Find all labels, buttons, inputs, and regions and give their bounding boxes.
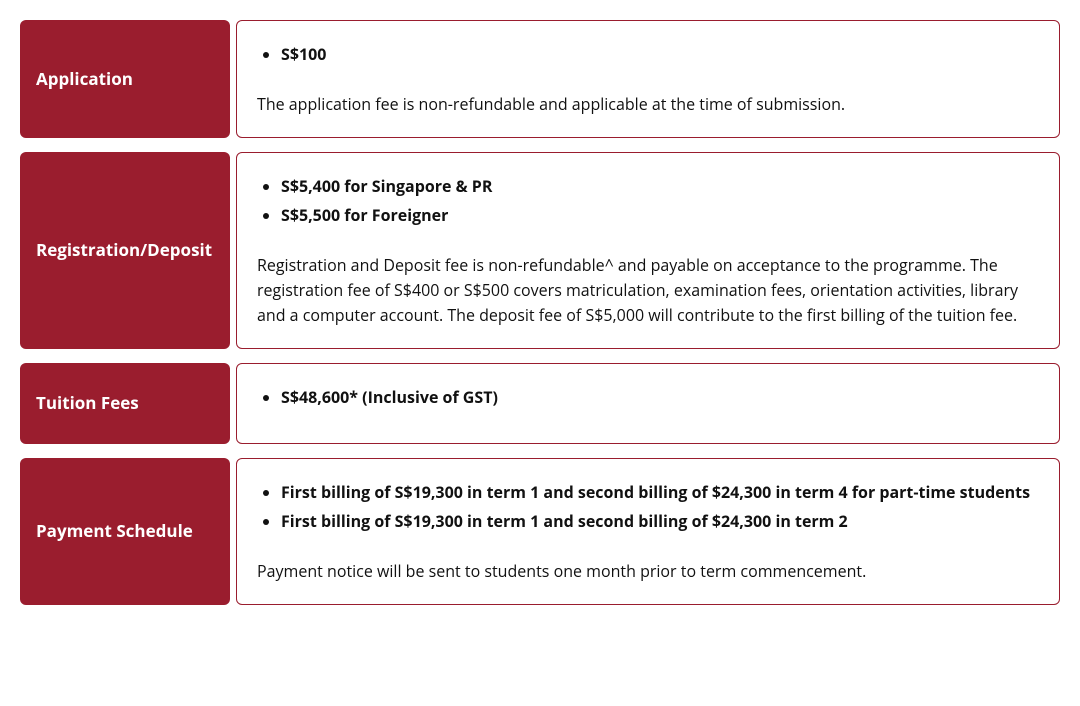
row-description: Payment notice will be sent to students … xyxy=(257,559,1039,584)
bullet-item: First billing of S$19,300 in term 1 and … xyxy=(281,481,1039,504)
table-row: Tuition Fees S$48,600* (Inclusive of GST… xyxy=(20,363,1060,444)
bullet-item: S$100 xyxy=(281,43,1039,66)
bullet-item: S$48,600* (Inclusive of GST) xyxy=(281,386,1039,409)
bullet-list: S$48,600* (Inclusive of GST) xyxy=(257,386,1039,409)
table-row: Registration/Deposit S$5,400 for Singapo… xyxy=(20,152,1060,349)
row-label: Tuition Fees xyxy=(20,363,230,444)
bullet-list: S$100 xyxy=(257,43,1039,66)
bullet-list: First billing of S$19,300 in term 1 and … xyxy=(257,481,1039,533)
row-label: Application xyxy=(20,20,230,138)
row-content: S$48,600* (Inclusive of GST) xyxy=(236,363,1060,444)
bullet-list: S$5,400 for Singapore & PR S$5,500 for F… xyxy=(257,175,1039,227)
row-label: Payment Schedule xyxy=(20,458,230,605)
row-content: S$100 The application fee is non-refunda… xyxy=(236,20,1060,138)
table-row: Application S$100 The application fee is… xyxy=(20,20,1060,138)
bullet-item: S$5,400 for Singapore & PR xyxy=(281,175,1039,198)
fee-table: Application S$100 The application fee is… xyxy=(20,20,1060,605)
bullet-item: S$5,500 for Foreigner xyxy=(281,204,1039,227)
bullet-item: First billing of S$19,300 in term 1 and … xyxy=(281,510,1039,533)
row-content: S$5,400 for Singapore & PR S$5,500 for F… xyxy=(236,152,1060,349)
row-label: Registration/Deposit xyxy=(20,152,230,349)
row-description: Registration and Deposit fee is non-refu… xyxy=(257,253,1039,327)
row-content: First billing of S$19,300 in term 1 and … xyxy=(236,458,1060,605)
row-description: The application fee is non-refundable an… xyxy=(257,92,1039,117)
table-row: Payment Schedule First billing of S$19,3… xyxy=(20,458,1060,605)
